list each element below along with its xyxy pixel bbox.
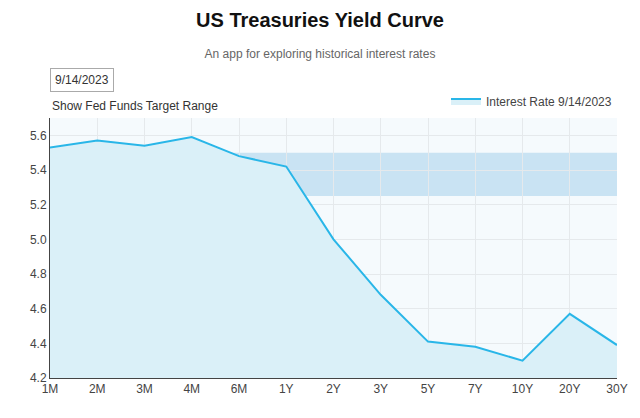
svg-text:4.4: 4.4	[30, 337, 47, 351]
svg-text:Interest Rate 9/14/2023: Interest Rate 9/14/2023	[486, 95, 612, 109]
svg-text:4.8: 4.8	[30, 267, 47, 281]
svg-text:20Y: 20Y	[559, 382, 580, 396]
svg-text:10Y: 10Y	[512, 382, 533, 396]
svg-text:1M: 1M	[42, 382, 59, 396]
svg-text:6M: 6M	[231, 382, 248, 396]
svg-text:5Y: 5Y	[421, 382, 436, 396]
svg-text:5.6: 5.6	[30, 129, 47, 143]
svg-text:9/14/2023: 9/14/2023	[55, 73, 109, 87]
svg-text:4M: 4M	[183, 382, 200, 396]
svg-text:4.6: 4.6	[30, 302, 47, 316]
svg-text:1Y: 1Y	[279, 382, 294, 396]
svg-text:Show Fed Funds Target Range: Show Fed Funds Target Range	[52, 99, 218, 113]
svg-text:2Y: 2Y	[326, 382, 341, 396]
svg-text:7Y: 7Y	[468, 382, 483, 396]
svg-text:5.4: 5.4	[30, 163, 47, 177]
svg-text:5.2: 5.2	[30, 198, 47, 212]
svg-text:An app for exploring historica: An app for exploring historical interest…	[205, 47, 436, 61]
svg-text:3Y: 3Y	[373, 382, 388, 396]
svg-text:3M: 3M	[136, 382, 153, 396]
svg-text:5.0: 5.0	[30, 233, 47, 247]
svg-text:4.2: 4.2	[30, 371, 47, 385]
svg-text:2M: 2M	[89, 382, 106, 396]
svg-text:US Treasuries Yield Curve: US Treasuries Yield Curve	[196, 9, 444, 31]
svg-text:30Y: 30Y	[606, 382, 627, 396]
